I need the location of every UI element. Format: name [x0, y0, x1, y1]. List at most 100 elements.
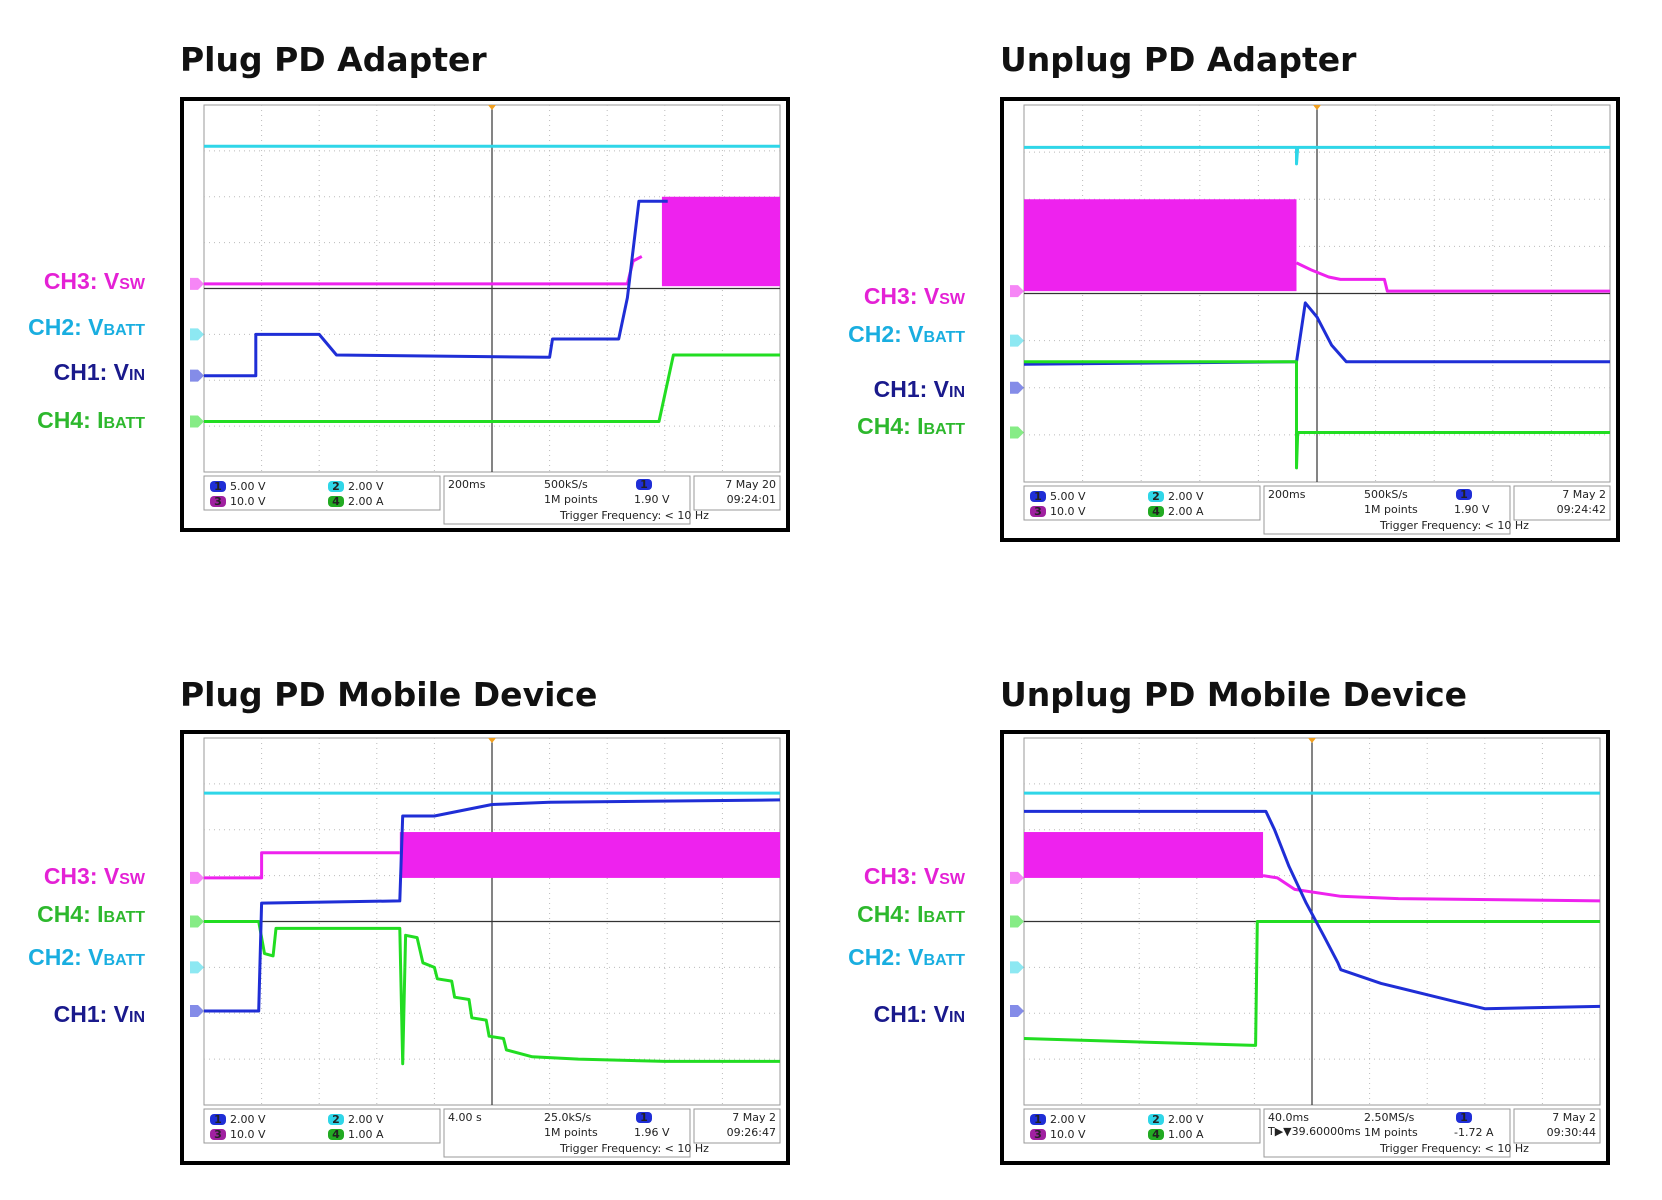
- ground-marker-ch1[interactable]: [1010, 381, 1024, 394]
- ground-marker-ch4[interactable]: [1010, 426, 1024, 439]
- trace-ch3: [1295, 261, 1610, 293]
- channel-badge-1[interactable]: 1: [1456, 488, 1472, 501]
- ground-marker-ch1[interactable]: [190, 369, 204, 382]
- channel-badge-3[interactable]: 3: [1030, 1128, 1046, 1141]
- time-readout: 09:30:44: [1547, 1126, 1596, 1139]
- trigger-position-marker: [488, 105, 496, 110]
- trigger-position-marker: [1313, 105, 1321, 110]
- ground-marker-ch2[interactable]: [1010, 961, 1024, 974]
- ch4-scale-readout: 1.00 A: [1168, 1128, 1204, 1141]
- svg-text:2: 2: [332, 480, 340, 493]
- trace-ch3: [1262, 874, 1601, 903]
- scope-screen: 1 2.00 V 2 2.00 V 3 10.0 V 4 1.00 A 40.0ms T▶▼39.…: [1000, 730, 1610, 1165]
- ground-marker-ch4[interactable]: [1010, 915, 1024, 928]
- ch1-scale-readout: 5.00 V: [1050, 490, 1086, 503]
- ground-marker-ch4[interactable]: [190, 415, 204, 428]
- scope-screen: 1 5.00 V 2 2.00 V 3 10.0 V 4 2.00 A 200ms 500kS/s…: [180, 97, 790, 532]
- date-readout: 7 May 20: [725, 478, 776, 491]
- panel-title: Plug PD Mobile Device: [180, 675, 598, 714]
- channel-label-text: CH2: V: [848, 944, 924, 970]
- channel-badge-1[interactable]: 1: [636, 1111, 652, 1124]
- channel-badge-1[interactable]: 1: [1456, 1111, 1472, 1124]
- ground-marker-ch3[interactable]: [190, 277, 204, 290]
- trigger-level-readout: 1.96 V: [634, 1126, 670, 1139]
- channel-label-text: CH1: V: [873, 1001, 949, 1027]
- panel-title: Unplug PD Adapter: [1000, 40, 1357, 79]
- channel-label-ch3: CH3: VSW: [864, 283, 965, 310]
- svg-text:4: 4: [332, 1128, 340, 1141]
- channel-label-ch3: CH3: VSW: [864, 863, 965, 890]
- trace-burst-ch3: [1024, 199, 1297, 292]
- channel-label-subscript: SW: [119, 276, 145, 293]
- ground-marker-ch3[interactable]: [190, 871, 204, 884]
- svg-text:1: 1: [1460, 1111, 1468, 1124]
- panel-title: Plug PD Adapter: [180, 40, 487, 79]
- record-length-readout: 1M points: [1364, 1126, 1418, 1139]
- date-readout: 7 May 2: [1552, 1111, 1596, 1124]
- svg-text:3: 3: [1034, 1128, 1042, 1141]
- channel-badge-2[interactable]: 2: [328, 480, 344, 493]
- ch2-scale-readout: 2.00 V: [1168, 490, 1204, 503]
- svg-text:2: 2: [1152, 490, 1160, 503]
- channel-badge-2[interactable]: 2: [1148, 490, 1164, 503]
- channel-label-subscript: IN: [129, 1009, 145, 1026]
- channel-label-subscript: SW: [939, 871, 965, 888]
- ch2-scale-readout: 2.00 V: [1168, 1113, 1204, 1126]
- scope-plot: 1 2.00 V 2 2.00 V 3 10.0 V 4 1.00 A 4.00 s 25.0kS…: [190, 737, 781, 1158]
- channel-label-ch4: CH4: IBATT: [857, 901, 965, 928]
- channel-badge-1[interactable]: 1: [636, 478, 652, 491]
- ch3-scale-readout: 10.0 V: [1050, 505, 1086, 518]
- trigger-level-readout: -1.72 A: [1454, 1126, 1494, 1139]
- channel-badge-1[interactable]: 1: [210, 480, 226, 493]
- channel-badge-1[interactable]: 1: [1030, 490, 1046, 503]
- ground-marker-ch1[interactable]: [190, 1004, 204, 1017]
- channel-badge-4[interactable]: 4: [328, 1128, 344, 1141]
- channel-badge-3[interactable]: 3: [210, 495, 226, 508]
- trace-ch1: [204, 199, 668, 378]
- channel-label-text: CH1: V: [53, 1001, 129, 1027]
- channel-label-ch2: CH2: VBATT: [28, 314, 145, 341]
- svg-text:4: 4: [332, 495, 340, 508]
- ch1-scale-readout: 2.00 V: [1050, 1113, 1086, 1126]
- trace-ch1: [1024, 809, 1601, 1011]
- svg-text:1: 1: [1460, 488, 1468, 501]
- ground-marker-ch2[interactable]: [1010, 334, 1024, 347]
- channel-label-text: CH3: V: [43, 863, 120, 889]
- ground-marker-ch1[interactable]: [1010, 1004, 1024, 1017]
- scope-screen: 1 5.00 V 2 2.00 V 3 10.0 V 4 2.00 A 200ms 500kS/s…: [1000, 97, 1620, 542]
- channel-badge-3[interactable]: 3: [1030, 505, 1046, 518]
- ground-marker-ch4[interactable]: [190, 915, 204, 928]
- channel-badge-4[interactable]: 4: [328, 495, 344, 508]
- channel-badge-1[interactable]: 1: [1030, 1113, 1046, 1126]
- channel-badge-4[interactable]: 4: [1148, 1128, 1164, 1141]
- ground-marker-ch3[interactable]: [1010, 285, 1024, 298]
- date-readout: 7 May 2: [1562, 488, 1606, 501]
- channel-label-subscript: BATT: [103, 322, 145, 339]
- ground-marker-ch3[interactable]: [1010, 871, 1024, 884]
- channel-badge-2[interactable]: 2: [1148, 1113, 1164, 1126]
- date-readout: 7 May 2: [732, 1111, 776, 1124]
- channel-label-ch1: CH1: VIN: [54, 1001, 145, 1028]
- channel-badge-3[interactable]: 3: [210, 1128, 226, 1141]
- svg-text:1: 1: [214, 1113, 222, 1126]
- channel-badge-4[interactable]: 4: [1148, 505, 1164, 518]
- timebase-readout: 40.0ms: [1268, 1111, 1309, 1124]
- trace-ch3: [204, 255, 643, 286]
- ground-marker-ch2[interactable]: [190, 328, 204, 341]
- ground-marker-ch2[interactable]: [190, 961, 204, 974]
- channel-label-subscript: BATT: [103, 952, 145, 969]
- readout-panel: 1 2.00 V 2 2.00 V 3 10.0 V 4 1.00 A 40.0msT▶▼39.…: [1023, 1108, 1601, 1158]
- ch1-scale-readout: 5.00 V: [230, 480, 266, 493]
- svg-text:3: 3: [214, 495, 222, 508]
- trace-ch4: [204, 920, 780, 1066]
- ch3-scale-readout: 10.0 V: [230, 495, 266, 508]
- ch3-scale-readout: 10.0 V: [1050, 1128, 1086, 1141]
- channel-label-ch4: CH4: IBATT: [37, 407, 145, 434]
- channel-badge-2[interactable]: 2: [328, 1113, 344, 1126]
- trace-burst-ch3: [661, 196, 780, 287]
- trace-burst-ch3: [1024, 832, 1264, 878]
- channel-badge-1[interactable]: 1: [210, 1113, 226, 1126]
- timebase-readout: 4.00 s: [448, 1111, 482, 1124]
- timebase-readout: 200ms: [448, 478, 486, 491]
- channel-label-text: CH2: V: [848, 321, 924, 347]
